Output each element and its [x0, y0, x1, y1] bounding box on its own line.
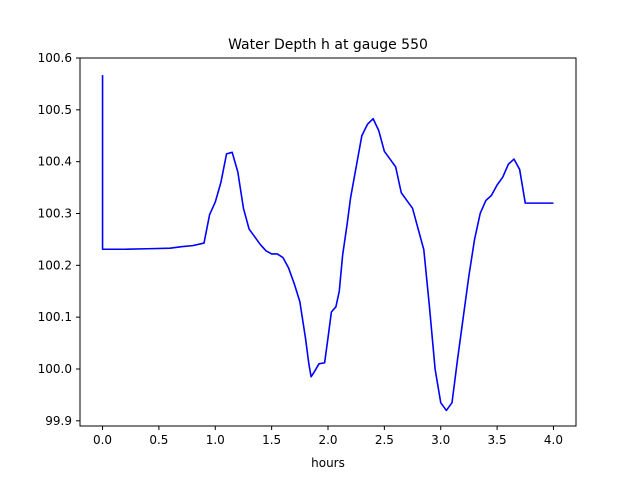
x-tick-label: 0.0 — [93, 433, 112, 447]
x-tick-label: 4.0 — [544, 433, 563, 447]
y-tick-label: 100.5 — [38, 103, 72, 117]
x-tick-label: 1.5 — [262, 433, 281, 447]
y-tick-label: 100.4 — [38, 155, 72, 169]
x-tick-label: 2.5 — [375, 433, 394, 447]
y-axis: 99.9 100.0 100.1 100.2 100.3 100.4 100.5 100.6 — [38, 51, 80, 428]
x-tick-label: 1.0 — [206, 433, 225, 447]
y-tick-label: 100.6 — [38, 51, 72, 65]
y-tick-label: 100.1 — [38, 310, 72, 324]
y-tick-label: 99.9 — [45, 414, 72, 428]
x-tick-label: 3.0 — [431, 433, 450, 447]
chart-title: Water Depth h at gauge 550 — [228, 37, 428, 53]
y-tick-label: 100.3 — [38, 206, 72, 220]
y-tick-label: 100.0 — [38, 362, 72, 376]
x-tick-label: 3.5 — [488, 433, 507, 447]
x-axis-label: hours — [311, 456, 345, 470]
x-tick-label: 0.5 — [149, 433, 168, 447]
y-tick-label: 100.2 — [38, 258, 72, 272]
x-tick-label: 2.0 — [318, 433, 337, 447]
series-line-water-depth — [101, 75, 554, 412]
x-axis: 0.0 0.5 1.0 1.5 2.0 2.5 3.0 3.5 4.0 — [93, 426, 563, 447]
